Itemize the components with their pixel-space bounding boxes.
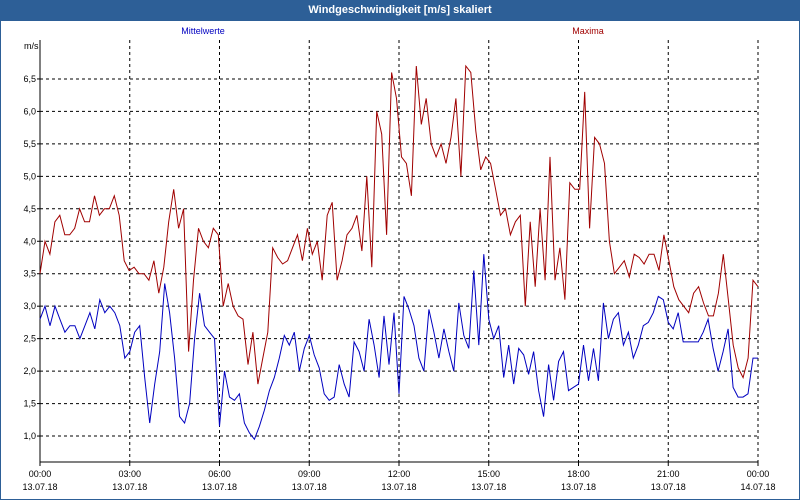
y-tick-label: 1,5 xyxy=(23,399,36,409)
y-tick-label: 1,0 xyxy=(23,431,36,441)
x-tick-date: 13.07.18 xyxy=(292,482,327,492)
grid xyxy=(39,40,759,463)
y-tick-label: 5,5 xyxy=(23,139,36,149)
series-group xyxy=(39,64,759,441)
series-line-mittelwerte xyxy=(39,254,758,441)
legend-mittelwerte: Mittelwerte xyxy=(181,26,225,36)
x-tick-time: 06:00 xyxy=(208,469,231,479)
x-tick-time: 00:00 xyxy=(29,469,52,479)
x-tick-date: 13.07.18 xyxy=(22,482,57,492)
x-tick-time: 15:00 xyxy=(477,469,500,479)
y-tick-label: 5,0 xyxy=(23,171,36,181)
y-tick-label: 3,5 xyxy=(23,269,36,279)
x-tick-time: 12:00 xyxy=(388,469,411,479)
x-tick-date: 14.07.18 xyxy=(740,482,775,492)
x-axis-ticks: 00:00 13.07.18 03:00 13.07.18 06:00 13.07.18 0… xyxy=(22,462,776,492)
y-tick-label: 2,0 xyxy=(23,366,36,376)
x-tick-date: 13.07.18 xyxy=(381,482,416,492)
y-axis-ticks: 1,0 1,5 2,0 2,5 3,0 3,5 4,0 4,5 5,0 5,5 6,0 6,5 xyxy=(23,74,40,441)
y-tick-label: 4,5 xyxy=(23,204,36,214)
y-axis-label: m/s xyxy=(24,41,39,51)
x-tick-date: 13.07.18 xyxy=(112,482,147,492)
y-tick-label: 6,5 xyxy=(23,74,36,84)
x-tick-time: 00:00 xyxy=(747,469,770,479)
chart-svg: 1,0 1,5 2,0 2,5 3,0 3,5 4,0 4,5 5,0 5,5 6,0 6,5 00:… xyxy=(22,26,776,492)
x-tick-date: 13.07.18 xyxy=(561,482,596,492)
x-tick-time: 18:00 xyxy=(567,469,590,479)
y-tick-label: 6,0 xyxy=(23,106,36,116)
y-tick-label: 2,5 xyxy=(23,334,36,344)
x-tick-date: 13.07.18 xyxy=(651,482,686,492)
x-tick-date: 13.07.18 xyxy=(202,482,237,492)
x-tick-date: 13.07.18 xyxy=(471,482,506,492)
y-tick-label: 4,0 xyxy=(23,236,36,246)
x-tick-time: 21:00 xyxy=(657,469,680,479)
legend-maxima: Maxima xyxy=(572,26,604,36)
series-line-maxima xyxy=(39,64,759,385)
x-tick-time: 09:00 xyxy=(298,469,321,479)
y-tick-label: 3,0 xyxy=(23,301,36,311)
x-tick-time: 03:00 xyxy=(118,469,141,479)
chart-title: Windgeschwindigkeit [m/s] skaliert xyxy=(0,0,800,20)
